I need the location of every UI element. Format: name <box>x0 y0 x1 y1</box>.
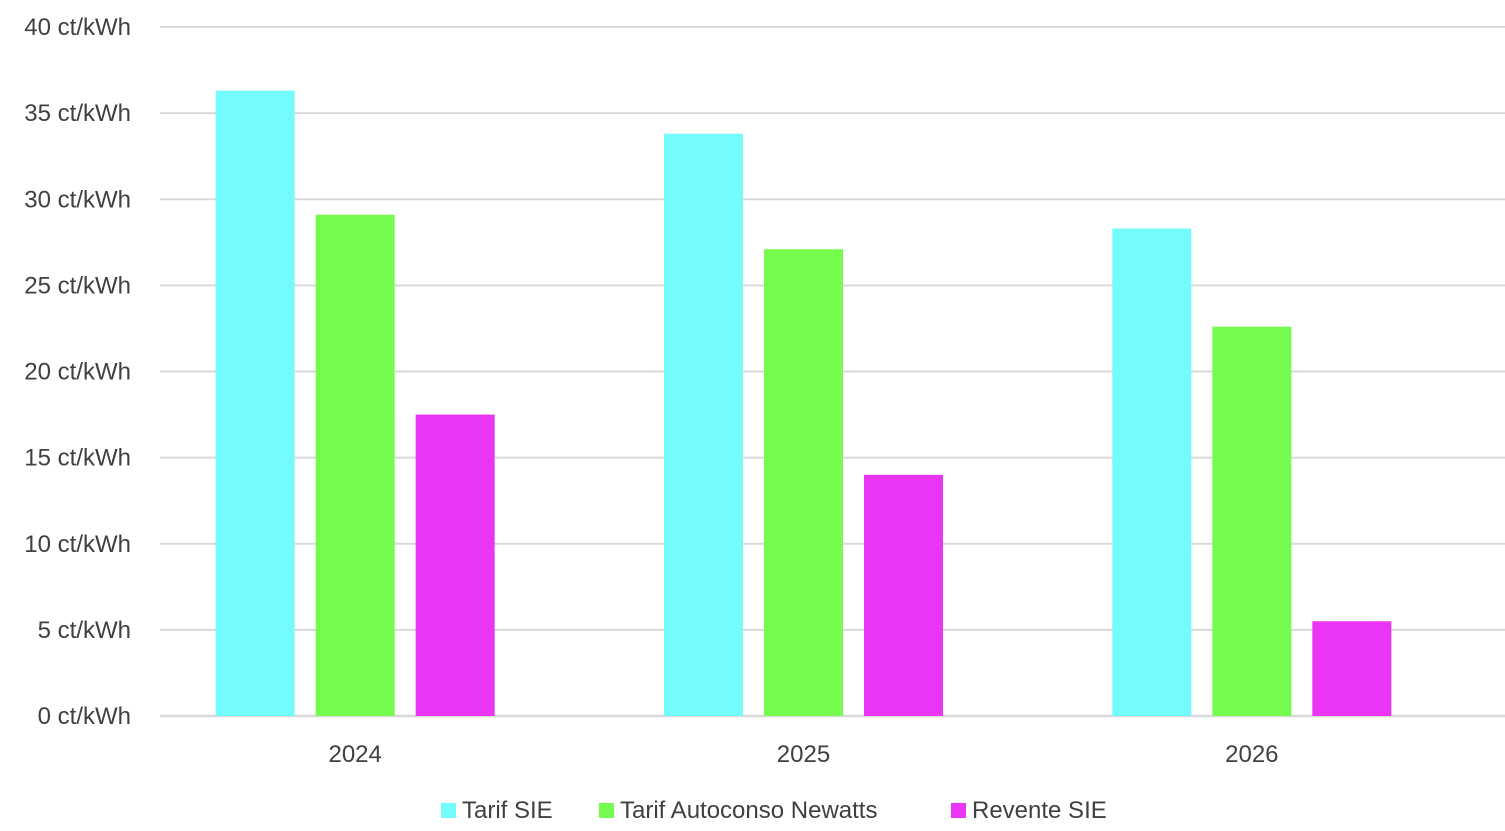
x-tick-label: 2024 <box>328 741 381 768</box>
y-tick-label: 10 ct/kWh <box>24 531 131 558</box>
y-tick-label: 5 ct/kWh <box>38 617 131 644</box>
y-tick-label: 25 ct/kWh <box>24 272 131 299</box>
x-tick-label: 2025 <box>777 741 830 768</box>
bar-tarif-sie-2025 <box>664 133 743 717</box>
y-tick-label: 30 ct/kWh <box>24 186 131 213</box>
legend-label: Tarif SIE <box>462 797 553 824</box>
legend-swatch <box>951 803 966 818</box>
bar-revente-sie-2026 <box>1312 621 1392 716</box>
legend: Tarif SIE Tarif Autoconso Newatts Revente … <box>441 797 1107 824</box>
x-axis-tick-labels: 2024 2025 2026 <box>328 741 1278 768</box>
legend-swatch <box>441 803 456 818</box>
legend-label: Revente SIE <box>972 797 1107 824</box>
legend-swatch <box>599 803 614 818</box>
bars <box>215 90 1392 717</box>
x-tick-label: 2026 <box>1225 741 1278 768</box>
y-tick-label: 20 ct/kWh <box>24 359 131 386</box>
bar-tarif-sie-2026 <box>1112 228 1192 716</box>
bar-revente-sie-2025 <box>864 474 943 716</box>
bar-revente-sie-2024 <box>415 414 495 716</box>
bar-tarif-sie-2024 <box>215 90 295 717</box>
bar-tarif-autoconso-newatts-2024 <box>315 214 395 716</box>
bar-tarif-autoconso-newatts-2026 <box>1212 326 1292 716</box>
y-axis-tick-labels: 0 ct/kWh 5 ct/kWh 10 ct/kWh 15 ct/kWh 20 ct/… <box>24 14 131 730</box>
y-tick-label: 40 ct/kWh <box>24 14 131 41</box>
y-tick-label: 35 ct/kWh <box>24 100 131 127</box>
y-tick-label: 0 ct/kWh <box>38 703 131 730</box>
y-tick-label: 15 ct/kWh <box>24 445 131 472</box>
bar-tarif-autoconso-newatts-2025 <box>764 249 843 716</box>
legend-label: Tarif Autoconso Newatts <box>620 797 877 824</box>
